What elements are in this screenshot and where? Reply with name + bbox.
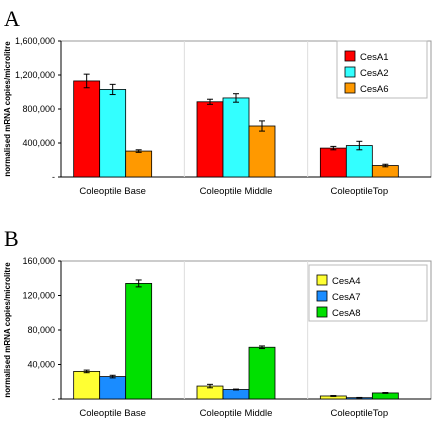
legend-label: CesA8 [332,308,361,319]
y-tick-label: 800,000 [22,104,55,114]
category-label: ColeoptileTop [331,408,389,419]
legend-label: CesA1 [360,52,389,63]
bar [196,101,224,178]
y-tick-label: 1,200,000 [15,70,55,80]
bar [222,389,250,400]
panel-label: A [4,6,20,31]
y-axis-label: normalised mRNA copies/microlitre [3,41,12,177]
legend-swatch [316,290,328,302]
y-tick-label: - [52,394,55,404]
legend-label: CesA4 [332,276,361,287]
bar [345,145,373,178]
legend-label: CesA7 [332,292,361,303]
category-label: Coleoptile Base [79,186,146,197]
bar [73,370,101,400]
chart-panel-a: A 1,600,000 1,200,000 800,000 400,000 - normal… [3,6,432,197]
y-axis-label: normalised mRNA copies/microlitre [3,262,12,398]
category-label: Coleoptile Middle [200,408,273,419]
legend-swatch [344,50,356,62]
bar [73,80,101,178]
bar [99,376,127,400]
legend-box [308,264,428,322]
y-tick-label: 120,000 [22,291,55,301]
legend-label: CesA2 [360,68,389,79]
legend-swatch [316,274,328,286]
bar [222,97,250,178]
y-tick-label: 80,000 [27,325,55,335]
legend-swatch [344,66,356,78]
bar [248,346,276,400]
bar [125,283,153,400]
bar [99,89,127,178]
category-label: Coleoptile Middle [200,186,273,197]
legend-swatch [316,306,328,318]
y-tick-label: 400,000 [22,138,55,148]
y-tick-label: 160,000 [22,256,55,266]
panel-label: B [4,226,19,251]
category-label: ColeoptileTop [331,186,389,197]
y-tick-label: 40,000 [27,360,55,370]
legend-label: CesA6 [360,84,389,95]
y-tick-label: - [52,172,55,182]
y-tick-label: 1,600,000 [15,36,55,46]
bar [319,147,347,178]
legend-swatch [344,82,356,94]
bar [248,125,276,178]
bar [125,150,153,178]
category-label: Coleoptile Base [79,408,146,419]
